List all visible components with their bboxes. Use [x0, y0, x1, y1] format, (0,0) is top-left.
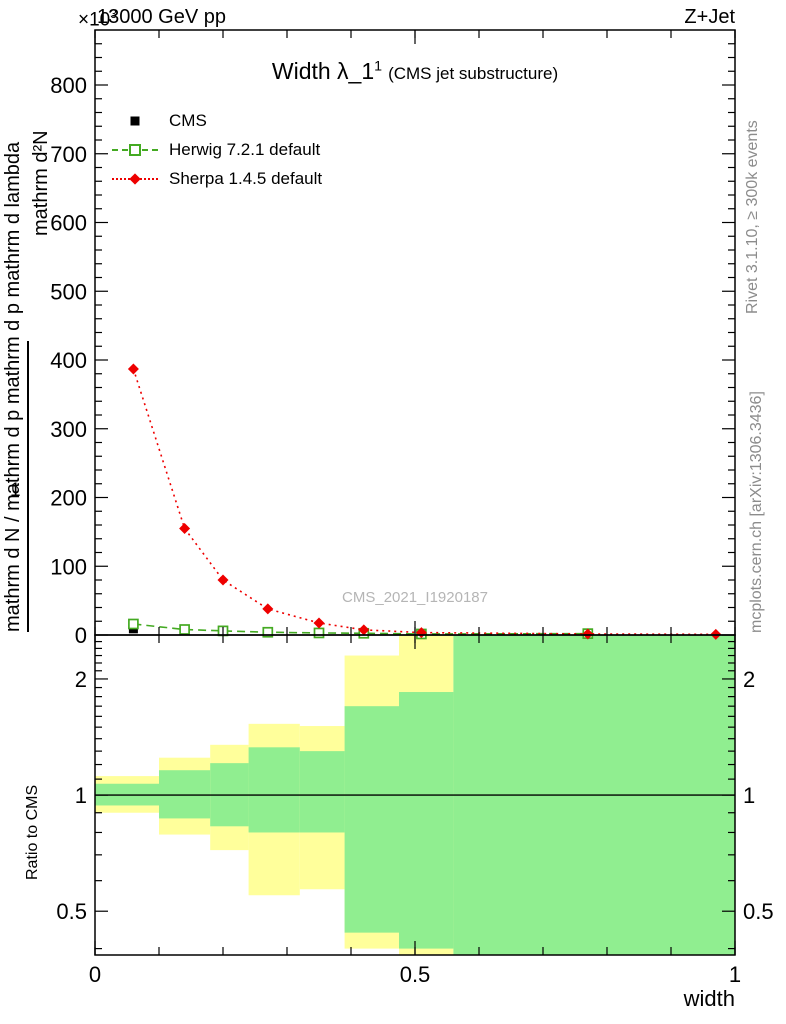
svg-text:500: 500 [50, 279, 87, 304]
svg-text:2: 2 [743, 667, 755, 692]
legend-item-sherpa: Sherpa 1.4.5 default [112, 164, 322, 193]
svg-text:1: 1 [729, 962, 741, 987]
ratio-axis-label: Ratio to CMS [24, 784, 41, 880]
svg-text:2: 2 [75, 667, 87, 692]
x-axis-label: width [683, 986, 735, 1011]
svg-text:1: 1 [75, 783, 87, 808]
multiplier-exponent: 3 [110, 8, 117, 21]
svg-text:0: 0 [75, 623, 87, 648]
analysis-watermark: CMS_2021_I1920187 [342, 589, 488, 606]
legend: CMS Herwig 7.2.1 default Sherpa 1.4.5 de… [112, 106, 322, 193]
mcplots-reference-label: mcplots.cern.ch [arXiv:1306.3436] [748, 391, 765, 633]
plot-title-subtitle: (CMS jet substructure) [388, 64, 559, 83]
svg-text:300: 300 [50, 417, 87, 442]
legend-item-herwig: Herwig 7.2.1 default [112, 135, 322, 164]
svg-text:700: 700 [50, 142, 87, 167]
svg-text:600: 600 [50, 211, 87, 236]
process-label: Z+Jet [684, 6, 735, 28]
svg-text:0: 0 [89, 962, 101, 987]
svg-text:0.5: 0.5 [400, 962, 431, 987]
svg-text:0.5: 0.5 [56, 899, 87, 924]
plot-title: Width λ_11 (CMS jet substructure) [95, 58, 735, 85]
y-axis-label-numerator: mathrm d²N [30, 130, 52, 236]
plot-title-main: Width λ_1 [271, 58, 375, 84]
y-axis-label-prefix: 1 [10, 480, 21, 501]
legend-label-cms: CMS [169, 110, 207, 130]
y-axis-fraction-bar [27, 341, 29, 632]
cms-marker-icon [112, 112, 158, 130]
svg-text:0.5: 0.5 [743, 899, 774, 924]
svg-text:100: 100 [50, 554, 87, 579]
multiplier-base: ×10 [78, 9, 111, 31]
svg-text:800: 800 [50, 73, 87, 98]
legend-label-herwig: Herwig 7.2.1 default [169, 139, 321, 159]
svg-text:1: 1 [743, 783, 755, 808]
beam-energy-label: 13000 GeV pp [97, 6, 226, 28]
legend-label-sherpa: Sherpa 1.4.5 default [169, 168, 323, 188]
rivet-version-label: Rivet 3.1.10, ≥ 300k events [744, 120, 761, 314]
svg-text:400: 400 [50, 348, 87, 373]
sherpa-marker-icon [112, 170, 158, 188]
y-axis-label-denominator: mathrm d N / mathrm d p mathrm d p mathr… [2, 141, 24, 632]
plot-title-superscript: 1 [374, 58, 383, 75]
herwig-marker-icon [112, 141, 158, 159]
svg-text:200: 200 [50, 486, 87, 511]
legend-item-cms: CMS [112, 106, 322, 135]
y-axis-multiplier: ×103 [78, 8, 117, 31]
